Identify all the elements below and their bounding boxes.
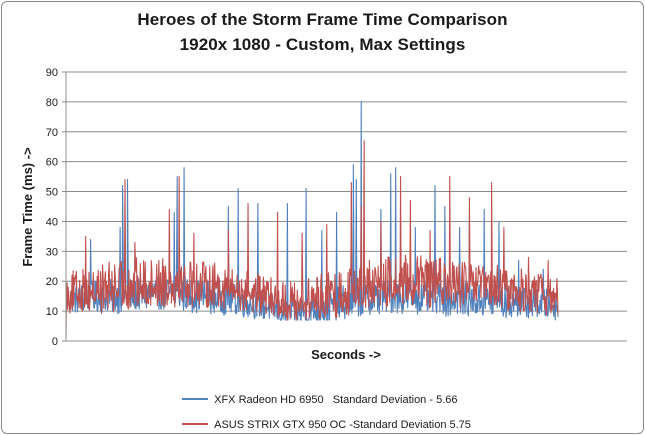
legend-label-1: ASUS STRIX GTX 950 OC -Standard Deviatio… — [214, 419, 471, 431]
y-axis-label: Frame Time (ms) -> — [20, 147, 35, 267]
y-tick-label: 20 — [46, 276, 58, 288]
y-tick-label: 80 — [46, 97, 58, 109]
y-tick-label: 30 — [46, 246, 58, 258]
series-lines — [65, 101, 559, 339]
legend-swatch-0 — [182, 398, 209, 401]
y-tick-label: 70 — [46, 127, 58, 139]
legend-label-0: XFX Radeon HD 6950 Standard Deviation - … — [214, 394, 458, 406]
y-tick-labels: 0 10 20 30 40 50 60 70 80 90 — [46, 67, 58, 348]
y-tick-label: 10 — [46, 306, 58, 318]
gridlines — [62, 71, 627, 342]
chart-title: Heroes of the Storm Frame Time Compariso… — [137, 10, 508, 29]
y-tick-label: 60 — [46, 157, 58, 169]
legend-swatch-1 — [182, 423, 209, 426]
legend-item-1: ASUS STRIX GTX 950 OC -Standard Deviatio… — [176, 407, 471, 431]
series-line-0 — [65, 101, 559, 321]
chart-subtitle: 1920x 1080 - Custom, Max Settings — [179, 35, 466, 54]
legend-item-0: XFX Radeon HD 6950 Standard Deviation - … — [176, 382, 458, 406]
y-tick-label: 0 — [52, 336, 58, 348]
x-axis-label: Seconds -> — [311, 347, 381, 362]
y-tick-label: 90 — [46, 67, 58, 79]
y-tick-label: 40 — [46, 216, 58, 228]
series-line-1 — [65, 140, 559, 339]
y-tick-label: 50 — [46, 187, 58, 199]
